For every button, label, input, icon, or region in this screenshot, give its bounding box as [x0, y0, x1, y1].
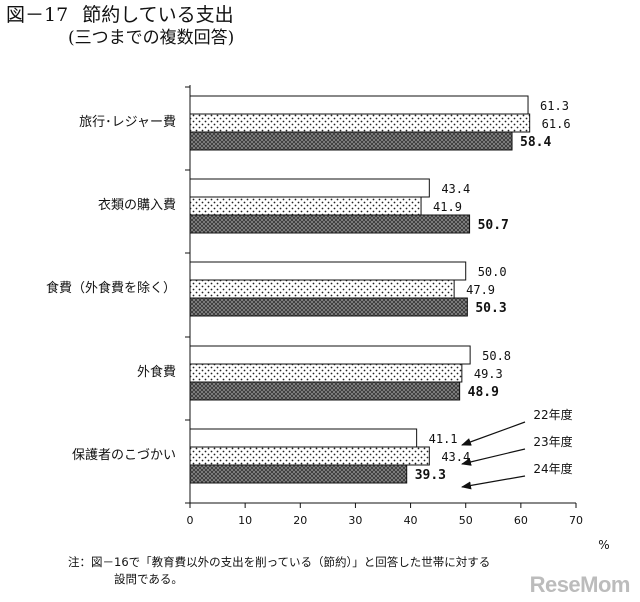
x-tick-label: 30 — [348, 514, 362, 527]
category-label: 衣類の購入費 — [98, 197, 176, 213]
bar — [189, 345, 471, 365]
bar — [189, 113, 531, 133]
legend-arrow — [461, 421, 526, 446]
legend-label: 22年度 — [533, 407, 572, 422]
bar — [189, 279, 455, 299]
x-tick-label: 60 — [514, 514, 528, 527]
category-label: 食費（外食費を除く） — [46, 280, 176, 296]
x-tick-label: 0 — [187, 514, 194, 527]
data-label: 48.9 — [468, 385, 499, 400]
bar — [189, 464, 408, 484]
bar — [189, 261, 467, 281]
footnote-line-2: 設問である。 — [114, 572, 183, 586]
data-label: 43.4 — [441, 450, 470, 464]
category-label: 外食費 — [137, 364, 176, 380]
data-label: 41.9 — [433, 200, 462, 214]
x-tick-label: 70 — [569, 514, 583, 527]
x-tick-label: 50 — [459, 514, 473, 527]
footnote-line-1: 注：図－16で「教育費以外の支出を削っている（節約）」と回答した世帯に対する — [68, 555, 491, 569]
watermark-logo: ReseMom — [529, 572, 631, 597]
figure-title: 図－17 節約している支出 — [6, 4, 234, 26]
bar — [189, 446, 430, 466]
data-label: 61.6 — [542, 117, 571, 131]
category-label: 旅行･レジャー費 — [79, 115, 176, 130]
data-label: 50.0 — [478, 265, 507, 279]
legend-arrow — [461, 475, 526, 490]
bar — [189, 131, 513, 151]
legend-arrow — [461, 448, 526, 466]
bar — [189, 178, 430, 198]
figure-subtitle: (三つまでの複数回答) — [68, 28, 235, 48]
data-label: 50.8 — [482, 349, 511, 363]
x-tick-label: 10 — [238, 514, 252, 527]
data-label: 50.7 — [478, 218, 509, 233]
data-label: 61.3 — [540, 99, 569, 113]
bar — [189, 214, 471, 234]
bar — [189, 381, 461, 401]
figure-number: 図－17 — [6, 4, 69, 26]
data-label: 39.3 — [415, 468, 446, 483]
bar — [189, 297, 468, 317]
category-label: 保護者のこづかい — [72, 447, 176, 463]
bar — [189, 95, 529, 115]
data-label: 41.1 — [429, 432, 458, 446]
data-label: 43.4 — [441, 182, 470, 196]
figure-title-text: 節約している支出 — [82, 4, 234, 26]
bar — [189, 363, 463, 383]
data-label: 58.4 — [520, 135, 551, 150]
data-label: 47.9 — [466, 283, 495, 297]
x-tick-label: 20 — [293, 514, 307, 527]
data-label: 49.3 — [474, 367, 503, 381]
footnote: 注：図－16で「教育費以外の支出を削っている（節約）」と回答した世帯に対する 設… — [68, 554, 490, 588]
legend-label: 23年度 — [533, 434, 572, 449]
bar — [189, 196, 422, 216]
data-label: 50.3 — [475, 301, 506, 316]
bar — [189, 428, 418, 448]
legend-label: 24年度 — [533, 461, 572, 476]
x-tick-label: 40 — [404, 514, 418, 527]
x-axis-unit: % — [598, 538, 609, 552]
